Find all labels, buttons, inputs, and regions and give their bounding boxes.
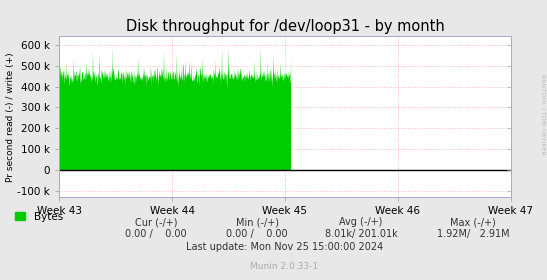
Y-axis label: Pr second read (-) / write (+): Pr second read (-) / write (+) [5,52,15,182]
Text: 0.00 /    0.00: 0.00 / 0.00 [226,228,288,239]
Text: Cur (-/+): Cur (-/+) [135,217,177,227]
Text: 1.92M/   2.91M: 1.92M/ 2.91M [437,228,509,239]
Text: Last update: Mon Nov 25 15:00:00 2024: Last update: Mon Nov 25 15:00:00 2024 [186,242,383,252]
Text: Min (-/+): Min (-/+) [236,217,278,227]
Text: Munin 2.0.33-1: Munin 2.0.33-1 [251,262,318,271]
Title: Disk throughput for /dev/loop31 - by month: Disk throughput for /dev/loop31 - by mon… [126,19,444,34]
Text: 8.01k/ 201.01k: 8.01k/ 201.01k [325,228,397,239]
Text: Avg (-/+): Avg (-/+) [339,217,383,227]
Text: RRDTOOL / TOBI OETIKER: RRDTOOL / TOBI OETIKER [540,74,546,155]
Text: Max (-/+): Max (-/+) [450,217,496,227]
Text: 0.00 /    0.00: 0.00 / 0.00 [125,228,187,239]
Legend: Bytes: Bytes [11,207,67,226]
